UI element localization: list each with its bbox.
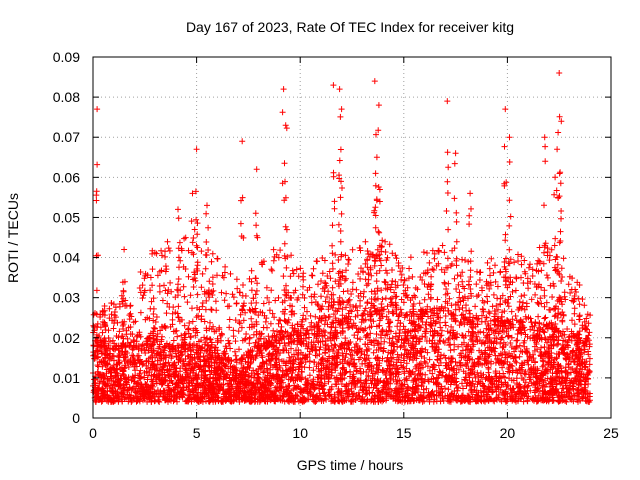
data-points: [90, 70, 594, 405]
data-point: [428, 323, 435, 329]
data-point: [581, 346, 588, 353]
data-point: [403, 360, 410, 367]
data-point: [261, 368, 268, 375]
data-point: [265, 353, 272, 360]
data-point: [513, 380, 520, 387]
data-point: [499, 364, 506, 371]
data-point: [331, 375, 338, 382]
data-point: [330, 348, 336, 355]
data-point: [390, 354, 396, 361]
data-point: [166, 363, 173, 369]
data-point: [499, 344, 506, 351]
data-point: [354, 335, 361, 342]
data-point: [326, 353, 333, 360]
data-point: [435, 330, 441, 337]
data-point: [445, 386, 452, 393]
data-point: [436, 337, 443, 344]
data-point: [141, 342, 147, 349]
data-point: [459, 380, 465, 387]
data-point: [418, 315, 425, 322]
data-point: [422, 334, 429, 340]
data-point: [363, 356, 369, 363]
data-point: [531, 327, 538, 334]
data-point: [424, 363, 431, 370]
data-point: [389, 335, 396, 342]
data-point: [448, 323, 455, 330]
data-point: [351, 332, 358, 339]
data-point: [373, 331, 380, 337]
data-point: [497, 340, 504, 347]
data-point: [445, 337, 452, 343]
data-point: [370, 349, 377, 356]
data-point: [132, 367, 139, 374]
data-point: [563, 398, 570, 405]
data-point: [379, 367, 386, 374]
data-point: [401, 357, 408, 364]
data-point: [288, 353, 295, 360]
data-point: [277, 350, 284, 356]
data-point: [399, 381, 406, 388]
data-point: [513, 343, 520, 350]
data-point: [455, 343, 462, 350]
data-point: [139, 361, 146, 368]
chart-title: Day 167 of 2023, Rate Of TEC Index for r…: [186, 19, 514, 35]
data-point: [318, 398, 325, 404]
data-point: [379, 355, 386, 362]
data-point: [544, 339, 550, 346]
data-point: [451, 346, 458, 353]
data-point: [572, 358, 578, 365]
data-point: [446, 342, 453, 349]
data-point: [422, 360, 429, 366]
data-point: [305, 396, 312, 403]
data-point: [357, 336, 364, 343]
